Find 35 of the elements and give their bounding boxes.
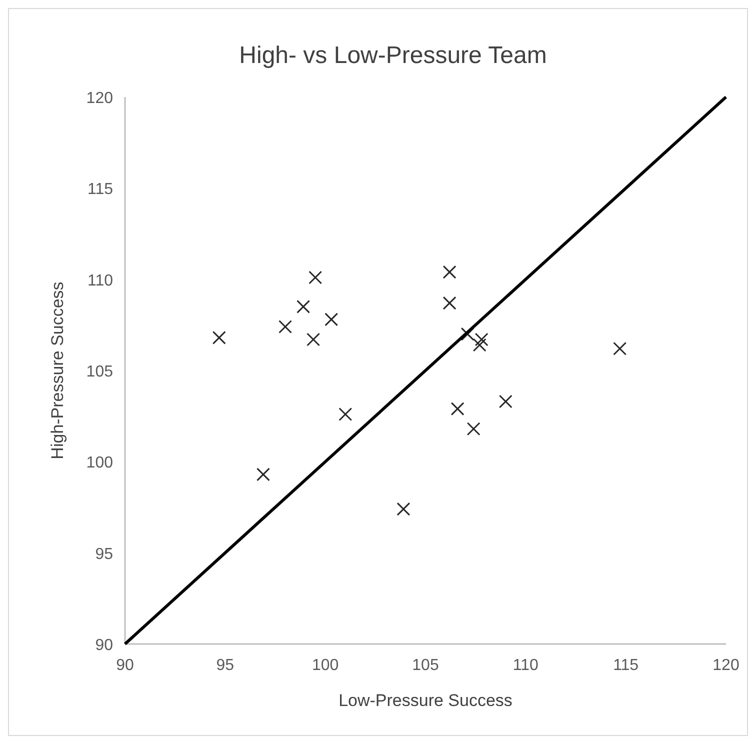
x-tick-label: 115 xyxy=(613,657,639,674)
y-tick-label: 110 xyxy=(87,272,114,290)
chart-title: High- vs Low-Pressure Team xyxy=(239,42,547,69)
x-tick-label: 100 xyxy=(312,657,339,674)
y-tick-label: 105 xyxy=(86,364,114,380)
point xyxy=(306,332,320,346)
point xyxy=(460,327,474,341)
point xyxy=(450,402,464,416)
point xyxy=(256,468,270,482)
point xyxy=(278,320,292,334)
y-tick-label: 115 xyxy=(87,181,114,198)
x-tick-label: 110 xyxy=(512,657,539,674)
point xyxy=(474,332,488,346)
x-axis-title: Low-Pressure Success xyxy=(338,691,512,710)
x-tick-label: 120 xyxy=(712,657,740,674)
point xyxy=(308,270,322,284)
x-tick-label: 95 xyxy=(216,657,234,674)
point xyxy=(324,312,338,326)
point xyxy=(498,394,512,408)
y-axis-title: High-Pressure Success xyxy=(48,282,67,460)
point xyxy=(466,422,480,436)
y-tick-label: 120 xyxy=(86,90,114,107)
point xyxy=(613,342,627,356)
y-tick-label: 100 xyxy=(86,454,114,472)
y-tick-label: 90 xyxy=(95,637,114,654)
point xyxy=(442,265,456,279)
point xyxy=(212,330,226,344)
point xyxy=(472,338,486,352)
point xyxy=(396,502,410,516)
y-tick-label: 95 xyxy=(95,546,114,563)
point xyxy=(442,296,456,310)
x-tick-label: 105 xyxy=(412,657,439,674)
x-tick-label: 90 xyxy=(116,657,134,674)
point xyxy=(296,300,310,314)
point xyxy=(338,408,352,422)
